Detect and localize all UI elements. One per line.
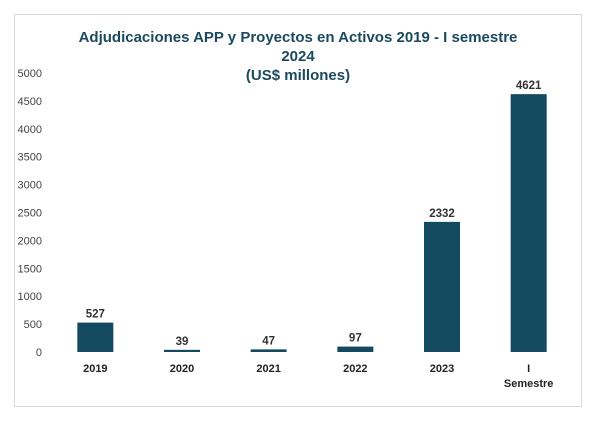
data-label: 4621	[516, 80, 542, 92]
x-tick-label: I	[527, 363, 530, 375]
y-tick-label: 4000	[18, 124, 42, 136]
y-tick-label: 4500	[18, 96, 42, 108]
x-tick-label: 2022	[343, 363, 367, 375]
y-tick-label: 0	[36, 347, 42, 359]
data-label: 39	[176, 336, 189, 348]
y-tick-label: 1000	[18, 291, 42, 303]
y-tick-label: 2500	[18, 208, 42, 220]
data-label: 527	[86, 309, 105, 321]
bar	[164, 349, 200, 352]
x-tick-label: 2023	[430, 363, 454, 375]
y-tick-label: 3500	[18, 152, 42, 164]
x-tick-label: Semestre	[504, 378, 554, 390]
data-label: 2332	[429, 208, 455, 220]
bar	[337, 346, 374, 352]
y-tick-label: 5000	[18, 68, 42, 80]
chart-title-line-1: Adjudicaciones APP y Proyectos en Activo…	[78, 29, 518, 46]
data-label: 97	[349, 333, 362, 345]
bar	[77, 322, 114, 352]
data-label: 47	[262, 335, 275, 347]
bar	[424, 221, 460, 352]
y-tick-label: 500	[24, 319, 42, 331]
bar	[250, 349, 287, 352]
x-tick-label: 2019	[83, 363, 107, 375]
chart-title-line-2: 2024	[281, 48, 315, 65]
y-tick-label: 3000	[18, 180, 42, 192]
x-tick-label: 2021	[256, 363, 280, 375]
y-tick-label: 2000	[18, 235, 42, 247]
x-tick-label: 2020	[170, 363, 194, 375]
y-tick-label: 1500	[18, 263, 42, 275]
bar	[510, 94, 547, 353]
chart-title-line-3: (US$ millones)	[245, 67, 351, 84]
